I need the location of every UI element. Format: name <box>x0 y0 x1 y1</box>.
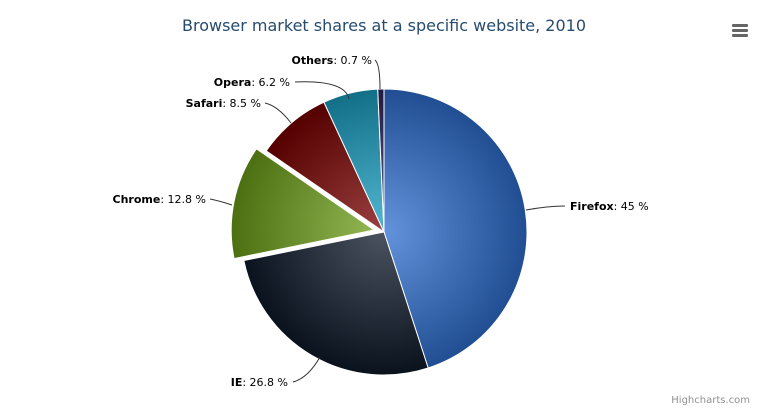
credits-link[interactable]: Highcharts.com <box>671 395 750 406</box>
connector-chrome <box>209 198 233 206</box>
connector-firefox <box>525 205 566 211</box>
chart-title: Browser market shares at a specific webs… <box>182 16 586 35</box>
connector-ie <box>292 356 321 383</box>
pie-slice-chrome[interactable] <box>230 148 376 260</box>
connector-opera <box>294 81 350 100</box>
pie-slice-ie[interactable] <box>243 231 429 376</box>
pie-slice-firefox[interactable] <box>383 88 528 369</box>
data-label-safari: Safari: 8.5 % <box>186 97 261 110</box>
data-label-chrome: Chrome: 12.8 % <box>113 193 206 206</box>
data-label-firefox: Firefox: 45 % <box>570 200 649 213</box>
connector-safari <box>264 102 292 124</box>
menu-icon[interactable] <box>732 24 748 37</box>
data-label-others: Others: 0.7 % <box>291 54 372 67</box>
connector-others <box>374 59 381 90</box>
data-label-ie: IE: 26.8 % <box>231 376 288 389</box>
pie-slice-others[interactable] <box>377 88 385 233</box>
data-label-opera: Opera: 6.2 % <box>214 76 290 89</box>
